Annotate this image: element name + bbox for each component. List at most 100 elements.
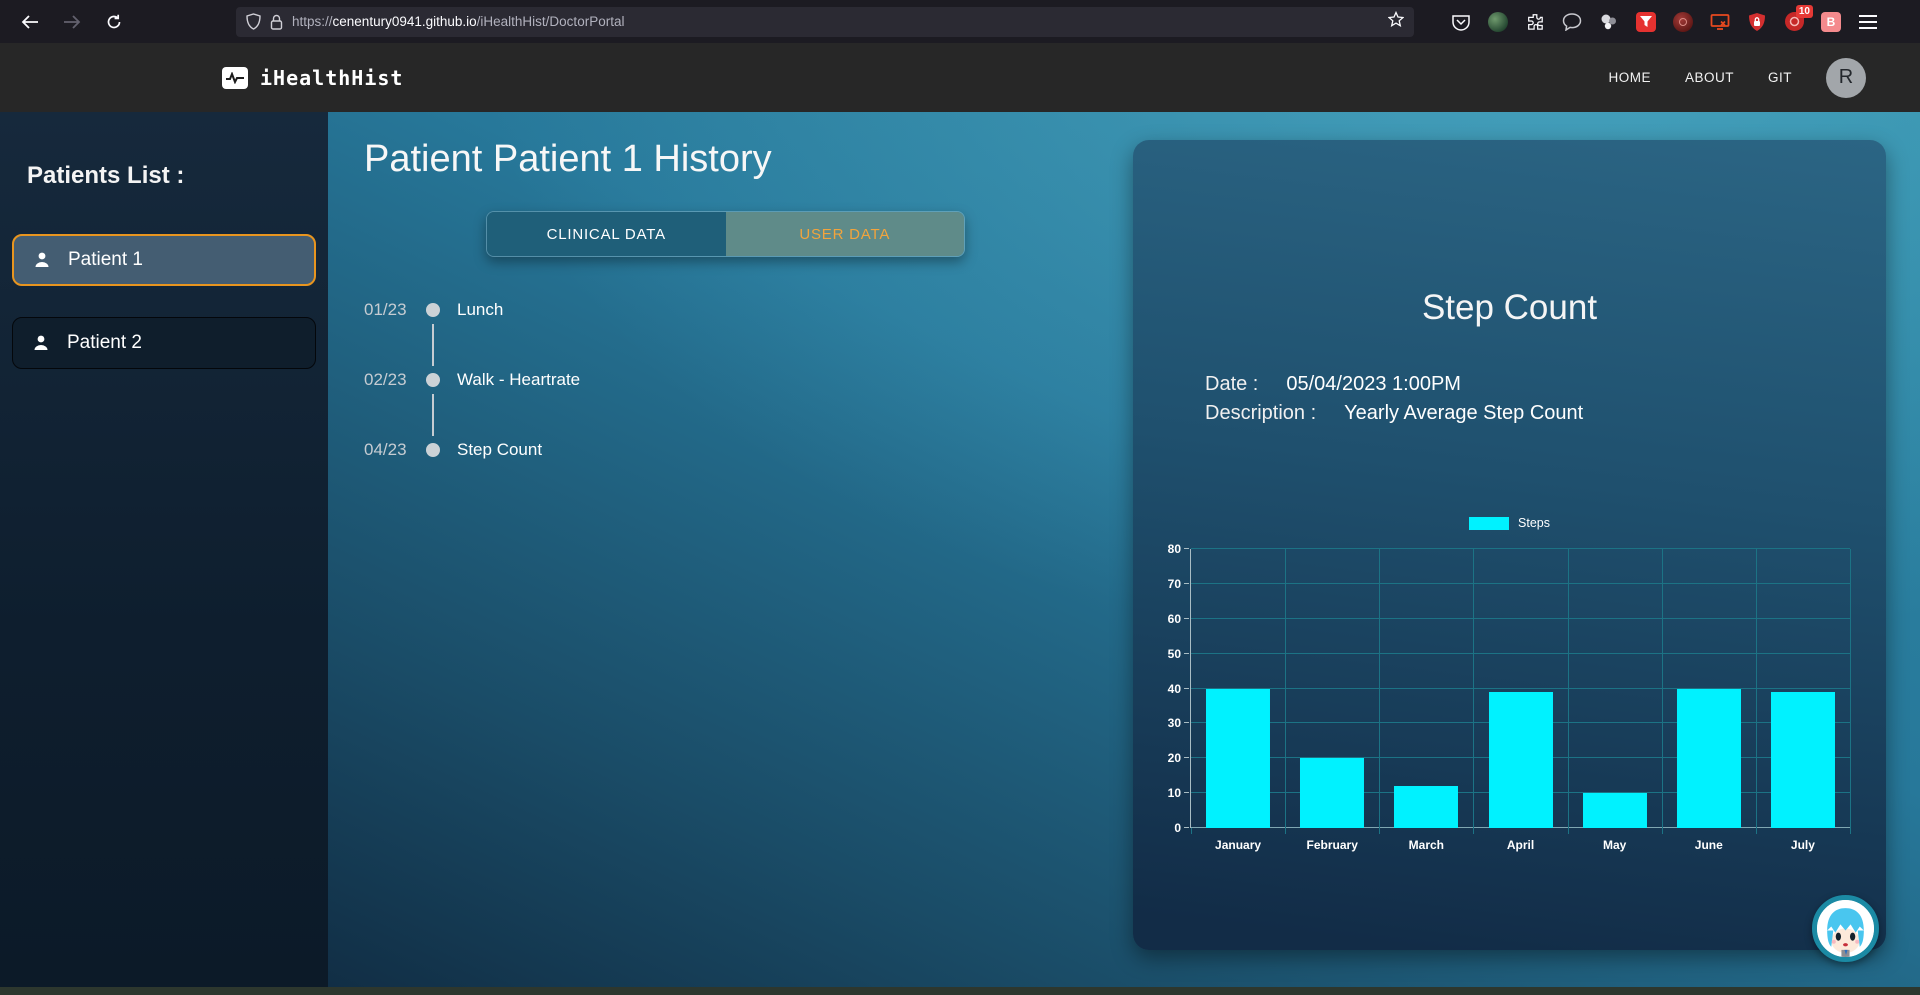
- timeline-label: Walk - Heartrate: [457, 370, 581, 389]
- browser-toolbar: https://cenentury0941.github.io/iHealthH…: [0, 0, 1920, 43]
- extensions-puzzle-icon[interactable]: [1524, 11, 1546, 33]
- patient-name: Patient 1: [68, 249, 143, 270]
- chart-legend: Steps: [1133, 516, 1886, 530]
- nav-link-home[interactable]: HOME: [1608, 70, 1651, 85]
- chat-bubble-extension-icon[interactable]: [1561, 11, 1583, 33]
- card-title: Step Count: [1421, 288, 1598, 327]
- gridline-x-5: [1661, 549, 1663, 828]
- ytick-mark-70: [1184, 582, 1189, 584]
- x-axis-label-april: April: [1506, 838, 1535, 852]
- card-meta: Date : 05/04/2023 1:00PM Description : Yea…: [1205, 370, 1583, 428]
- tab-clinical-data[interactable]: CLINICAL DATA: [487, 212, 726, 256]
- app-navbar: iHealthHist HOME ABOUT GIT R: [0, 43, 1920, 112]
- gridline-x-3: [1473, 549, 1475, 828]
- person-icon: [31, 333, 51, 353]
- adblock-funnel-icon[interactable]: [1635, 11, 1657, 33]
- bookmark-star-icon[interactable]: [1387, 10, 1405, 32]
- url-text: https://cenentury0941.github.io/iHealthH…: [292, 14, 1379, 29]
- chart-plot: 0 10 20 30 40 50 60 70 80 January February March Apr…: [1168, 542, 1851, 852]
- gridline-y-60: [1191, 617, 1850, 619]
- bar-april: [1488, 692, 1553, 828]
- gridline-x-7: [1850, 549, 1851, 828]
- ytick-mark-60: [1184, 617, 1189, 619]
- shield-lock-extension-icon[interactable]: [1746, 11, 1768, 33]
- tracking-shield-icon[interactable]: [246, 13, 261, 30]
- gridline-x-2: [1379, 549, 1381, 828]
- patient-name: Patient 2: [67, 332, 142, 353]
- nav-link-git[interactable]: GIT: [1768, 70, 1792, 85]
- orbit-extension-icon[interactable]: [1598, 11, 1620, 33]
- pocket-icon[interactable]: [1450, 11, 1472, 33]
- xtick-mark-3: [1473, 828, 1475, 834]
- chatbot-avatar-icon: [1817, 900, 1874, 957]
- y-axis-label-20: 20: [1167, 751, 1181, 766]
- xtick-mark-4: [1567, 828, 1569, 834]
- ghostery-icon[interactable]: 10: [1783, 4, 1813, 33]
- tab-user-data[interactable]: USER DATA: [725, 212, 964, 256]
- xtick-mark-1: [1285, 828, 1287, 834]
- data-tabs: CLINICAL DATA USER DATA: [486, 211, 965, 257]
- screen-block-extension-icon[interactable]: [1709, 11, 1731, 33]
- y-axis-label-70: 70: [1167, 576, 1181, 591]
- gridline-y-70: [1191, 582, 1850, 584]
- y-axis-label-80: 80: [1167, 542, 1181, 556]
- bar-march: [1394, 786, 1459, 828]
- timeline-dot: [426, 443, 440, 457]
- timeline-label: Step Count: [457, 440, 543, 459]
- ytick-mark-0: [1184, 827, 1189, 828]
- x-axis-label-february: February: [1306, 838, 1358, 852]
- bar-february: [1300, 758, 1365, 828]
- bitwarden-icon[interactable]: B: [1820, 11, 1842, 33]
- patients-list-heading: Patients List :: [27, 162, 185, 189]
- lock-icon[interactable]: [270, 14, 283, 30]
- menu-hamburger-icon[interactable]: [1857, 11, 1879, 33]
- xtick-mark-0: [1191, 828, 1192, 834]
- y-axis-label-40: 40: [1167, 681, 1181, 696]
- ytick-mark-10: [1184, 792, 1189, 794]
- patient-2-button[interactable]: Patient 2: [12, 317, 316, 369]
- timeline-item-lunch[interactable]: 01/23 Lunch: [364, 298, 580, 322]
- ytick-mark-20: [1184, 757, 1189, 759]
- x-axis-label-january: January: [1215, 838, 1262, 852]
- timeline-date: 04/23: [364, 440, 407, 459]
- chatbot-button[interactable]: [1812, 895, 1879, 962]
- ytick-mark-80: [1184, 548, 1189, 549]
- y-axis-label-0: 0: [1174, 821, 1181, 835]
- browser-reload-button[interactable]: [98, 6, 130, 38]
- legend-swatch: [1469, 516, 1510, 530]
- url-bar[interactable]: https://cenentury0941.github.io/iHealthH…: [236, 6, 1414, 37]
- patient-1-button[interactable]: Patient 1: [12, 234, 316, 286]
- main-content: Patient Patient 1 History CLINICAL DATA …: [328, 112, 1920, 987]
- ytick-mark-40: [1184, 687, 1189, 689]
- bitwarden-label: B: [1826, 14, 1836, 29]
- brand[interactable]: iHealthHist: [222, 66, 403, 90]
- timeline-item-step-count[interactable]: 04/23 Step Count: [364, 438, 580, 462]
- browser-forward-button[interactable]: [56, 6, 88, 38]
- date-label: Date :: [1205, 373, 1259, 395]
- user-avatar[interactable]: R: [1826, 57, 1866, 98]
- brand-title: iHealthHist: [260, 65, 404, 90]
- timeline-label: Lunch: [457, 300, 504, 319]
- timeline-date: 02/23: [364, 370, 407, 389]
- timeline-connector: [432, 324, 434, 366]
- bar-july: [1770, 692, 1835, 828]
- bar-january: [1206, 688, 1271, 828]
- x-axis-label-march: March: [1408, 838, 1445, 852]
- account-profile-extension-icon[interactable]: [1487, 11, 1509, 33]
- nav-link-about[interactable]: ABOUT: [1684, 70, 1734, 85]
- event-detail-card: Step Count Date : 05/04/2023 1:00PM Descr…: [1133, 140, 1886, 950]
- url-path: /iHealthHist/DoctorPortal: [476, 14, 625, 29]
- timeline-dot: [426, 373, 440, 387]
- gridline-x-6: [1755, 549, 1757, 828]
- privacy-badger-icon[interactable]: [1672, 11, 1694, 33]
- timeline-item-walk-heartrate[interactable]: 02/23 Walk - Heartrate: [364, 368, 580, 392]
- bar-may: [1582, 793, 1647, 828]
- bar-june: [1676, 688, 1741, 828]
- browser-back-button[interactable]: [14, 6, 46, 38]
- gridline-y-40: [1191, 687, 1850, 689]
- gridline-x-4: [1567, 549, 1569, 828]
- ytick-mark-50: [1184, 652, 1189, 654]
- legend-label: Steps: [1518, 516, 1550, 530]
- y-axis-label-50: 50: [1167, 646, 1181, 661]
- ytick-mark-30: [1184, 722, 1189, 724]
